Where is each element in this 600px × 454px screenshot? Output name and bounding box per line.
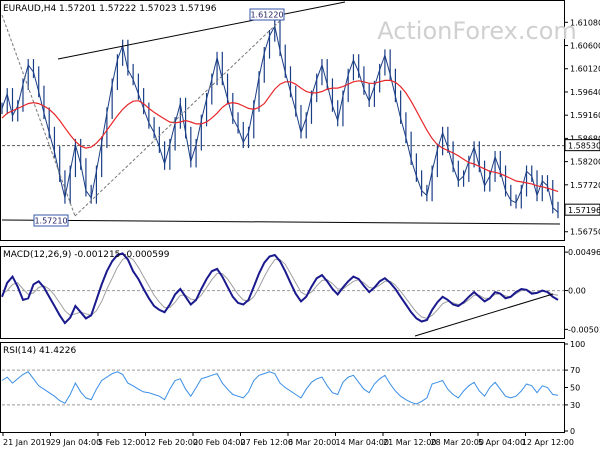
rsi-tick-label: 100 bbox=[570, 340, 585, 349]
time-tick-label: 5 Apr 04:00 bbox=[478, 438, 525, 447]
time-tick-label: 12 Feb 20:00 bbox=[146, 438, 198, 447]
price-tick-label: 1.57720 bbox=[570, 181, 600, 190]
fib-dashed-line bbox=[74, 15, 286, 217]
support-trendline bbox=[1, 219, 561, 225]
price-tick-label: 1.59640 bbox=[570, 88, 600, 97]
time-tick-label: 21 Jan 2019 bbox=[3, 438, 51, 447]
macd-line bbox=[1, 252, 559, 325]
price-tick-label: 1.60600 bbox=[570, 42, 600, 51]
time-tick-label: 14 Mar 04:00 bbox=[336, 438, 389, 447]
rsi-tick-label: 70 bbox=[570, 366, 580, 375]
time-tick-label: 5 Feb 12:00 bbox=[98, 438, 145, 447]
macd-panel-frame bbox=[0, 246, 565, 339]
time-tick-label: 21 Mar 12:00 bbox=[383, 438, 436, 447]
price-tick-label: 1.61080 bbox=[570, 18, 600, 27]
annotation-label: 1.61220 bbox=[249, 8, 285, 21]
rsi-layer bbox=[1, 369, 564, 406]
annotation-text: 1.61220 bbox=[250, 11, 283, 20]
rsi-line bbox=[1, 371, 559, 405]
annotation-text: 1.57210 bbox=[34, 217, 67, 226]
resistance-price-box bbox=[564, 139, 600, 152]
price-panel-frame bbox=[0, 0, 565, 241]
time-tick-label: 6 Mar 20:00 bbox=[288, 438, 336, 447]
upper-trendline bbox=[57, 1, 346, 60]
macd-signal-line bbox=[1, 255, 559, 319]
price-tick-label: 1.60120 bbox=[570, 65, 600, 74]
time-tick-label: 27 Feb 12:00 bbox=[241, 438, 293, 447]
price-tick-label: 1.59160 bbox=[570, 111, 600, 120]
macd-layer bbox=[1, 252, 564, 337]
rsi-header: RSI(14) 41.4226 bbox=[3, 346, 76, 356]
price-line bbox=[1, 24, 559, 213]
axis-layer: 1.61080 1.60600 1.60120 1.59640 1.59160 1.586… bbox=[2, 18, 600, 447]
fib-dashed-line-left bbox=[1, 14, 76, 217]
macd-header: MACD(12,26,9) -0.001215 -0.000599 bbox=[3, 250, 170, 260]
macd-tick-label: 0.00 bbox=[568, 287, 586, 296]
time-tick-label: 29 Jan 04:00 bbox=[51, 438, 102, 447]
current-price-label: 1.57196 bbox=[568, 206, 600, 215]
moving-average-line bbox=[1, 79, 559, 193]
watermark: ActionForex.com bbox=[377, 17, 577, 45]
price-tick-label: 1.58680 bbox=[570, 134, 600, 143]
time-tick-label: 20 Feb 04:00 bbox=[193, 438, 245, 447]
price-layer: 1.61220 1.57210 bbox=[1, 1, 564, 227]
annotation-box bbox=[249, 8, 285, 21]
current-price-box bbox=[564, 203, 600, 216]
rsi-tick-label: 0 bbox=[570, 427, 575, 436]
resistance-price-label: 1.58530 bbox=[568, 142, 600, 151]
price-tick-label: 1.58200 bbox=[570, 158, 600, 167]
macd-tick-label: -0.005013 bbox=[568, 325, 600, 334]
macd-tick-label: 0.004965 bbox=[568, 248, 600, 257]
macd-trendline bbox=[414, 293, 554, 337]
time-tick-label: 12 Apr 12:00 bbox=[522, 438, 574, 447]
price-header: EURAUD,H4 1.57201 1.57222 1.57023 1.5719… bbox=[3, 4, 217, 14]
annotation-label: 1.57210 bbox=[33, 214, 69, 227]
rsi-panel-frame bbox=[0, 342, 565, 433]
time-tick-label: 28 Mar 20:00 bbox=[431, 438, 484, 447]
annotation-box bbox=[33, 214, 69, 227]
rsi-tick-label: 30 bbox=[570, 401, 580, 410]
price-tick-label: 1.56750 bbox=[570, 228, 600, 237]
rsi-tick-label: 50 bbox=[570, 384, 580, 393]
